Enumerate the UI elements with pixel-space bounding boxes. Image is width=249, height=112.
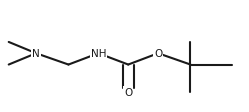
Text: O: O (124, 87, 132, 97)
Text: N: N (32, 49, 40, 59)
Text: NH: NH (91, 49, 106, 59)
Text: O: O (154, 49, 162, 59)
